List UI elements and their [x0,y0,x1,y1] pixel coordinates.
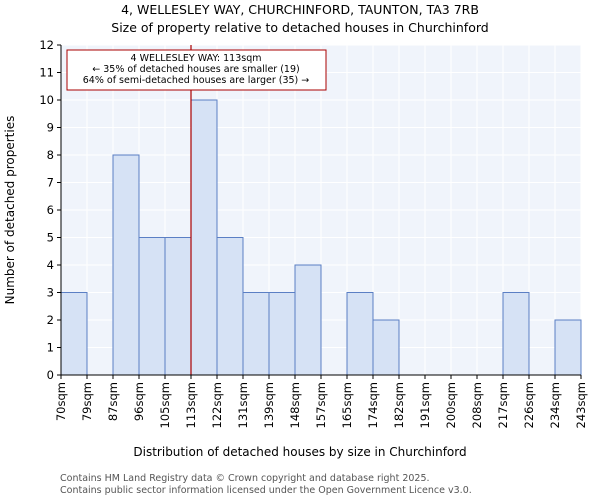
y-tick-label: 6 [47,203,54,217]
bar-139sqm [268,292,296,376]
x-tick-label: 157sqm [314,382,328,428]
y-tick-label: 9 [47,121,54,135]
x-tick-label: 234sqm [548,382,562,428]
bar-148sqm [294,264,322,376]
y-tick-label: 7 [47,176,54,190]
x-tick-label: 217sqm [496,382,510,428]
x-tick-label: 148sqm [288,382,302,428]
x-tick-label: 70sqm [54,382,68,421]
annotation-line-1: 4 WELLESLEY WAY: 113sqm [131,53,262,64]
x-tick-label: 243sqm [574,382,588,428]
x-tick-label: 105sqm [158,382,172,428]
bars [60,99,582,376]
x-tick-label: 131sqm [236,382,250,428]
x-tick-label: 226sqm [522,382,536,428]
y-tick-label: 5 [47,231,54,245]
x-tick-label: 96sqm [132,382,146,421]
bar-87sqm [112,154,140,376]
x-axis-label: Distribution of detached houses by size … [133,445,466,459]
bar-131sqm [242,292,270,376]
x-tick-label: 139sqm [262,382,276,428]
bar-234sqm [554,319,582,376]
y-axis-label: Number of detached properties [3,116,17,305]
x-tick-label: 79sqm [80,382,94,421]
footer-line-1: Contains HM Land Registry data © Crown c… [60,473,430,484]
annotation-line-3: 64% of semi-detached houses are larger (… [83,75,310,86]
x-tick-label: 122sqm [210,382,224,428]
chart-subtitle: Size of property relative to detached ho… [111,20,488,35]
x-tick-label: 87sqm [106,382,120,421]
y-tick-label: 4 [47,258,54,272]
footer-line-2: Contains public sector information licen… [60,485,472,496]
x-tick-label: 174sqm [366,382,380,428]
annotation-line-2: ← 35% of detached houses are smaller (19… [92,64,299,75]
y-tick-label: 3 [47,286,54,300]
y-tick-label: 0 [47,368,54,382]
bar-113sqm [190,99,218,376]
y-tick-label: 11 [39,66,54,80]
bar-105sqm [164,237,192,376]
annotation-box: 4 WELLESLEY WAY: 113sqm ← 35% of detache… [66,49,327,91]
bar-217sqm [502,292,530,376]
x-tick-label: 182sqm [392,382,406,428]
x-tick-label: 208sqm [470,382,484,428]
bar-122sqm [216,237,244,376]
x-tick-label: 165sqm [340,382,354,428]
bar-96sqm [138,237,166,376]
y-tick-label: 12 [39,38,54,52]
bar-165sqm [346,292,374,376]
y-tick-label: 2 [47,313,54,327]
chart-title: 4, WELLESLEY WAY, CHURCHINFORD, TAUNTON,… [121,2,479,17]
y-tick-label: 8 [47,148,54,162]
bar-174sqm [372,319,400,376]
annotation-border [66,49,327,91]
y-tick-label: 10 [39,93,54,107]
bar-70sqm [60,292,88,376]
x-axis-ticks: 70sqm 79sqm 87sqm 96sqm 105sqm 113sqm 122sqm 13… [54,375,588,428]
x-tick-label: 113sqm [184,382,198,428]
x-tick-label: 191sqm [418,382,432,428]
y-tick-label: 1 [47,341,54,355]
x-tick-label: 200sqm [444,382,458,428]
